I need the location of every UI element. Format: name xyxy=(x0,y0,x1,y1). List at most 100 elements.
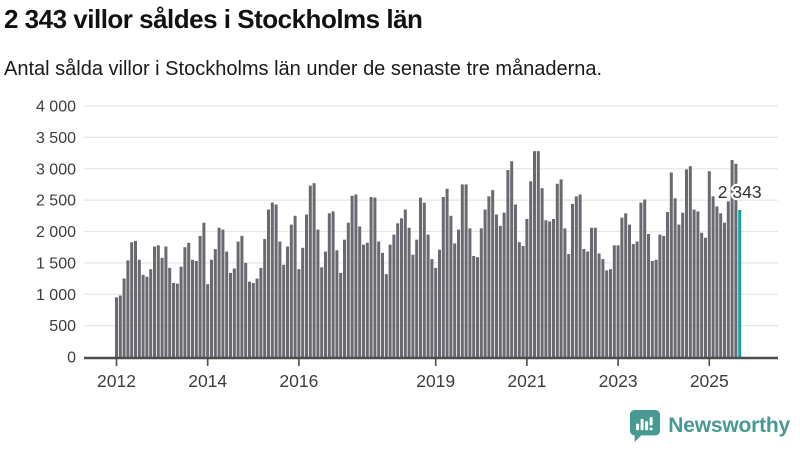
bar xyxy=(624,213,628,357)
bar xyxy=(217,227,221,357)
bar xyxy=(236,241,240,357)
bar xyxy=(597,253,601,357)
newsworthy-logo: Newsworthy xyxy=(629,409,790,442)
bar xyxy=(529,181,533,357)
bar xyxy=(506,170,510,357)
bar xyxy=(213,249,217,357)
bar xyxy=(118,295,122,357)
bar xyxy=(126,260,130,357)
bar xyxy=(396,223,400,357)
bar xyxy=(403,209,407,357)
bar xyxy=(673,198,677,357)
bar xyxy=(278,241,282,357)
bar xyxy=(362,244,365,357)
bar xyxy=(381,252,384,357)
bar xyxy=(407,227,411,357)
bar xyxy=(476,257,479,357)
bar xyxy=(495,214,498,357)
bar xyxy=(430,259,434,357)
bar xyxy=(464,184,468,357)
bar xyxy=(567,254,571,357)
bar xyxy=(289,224,293,357)
bar xyxy=(373,197,377,357)
bar xyxy=(685,169,688,357)
bar xyxy=(612,245,616,357)
bar xyxy=(365,242,369,357)
bar xyxy=(225,251,229,357)
bar xyxy=(149,269,153,357)
bar xyxy=(210,259,213,357)
bar xyxy=(297,269,301,357)
bar xyxy=(168,267,172,357)
x-axis-tick-label: 2019 xyxy=(416,371,455,391)
bar xyxy=(445,188,449,357)
bar xyxy=(726,201,730,357)
bar xyxy=(544,220,548,357)
bar xyxy=(609,269,612,357)
bar xyxy=(434,267,438,357)
bar xyxy=(346,222,350,357)
bar xyxy=(426,234,430,357)
bar xyxy=(631,244,635,357)
bar xyxy=(221,229,225,357)
bar xyxy=(578,194,582,357)
bar xyxy=(240,235,244,357)
bar xyxy=(411,254,415,357)
bar xyxy=(662,235,666,357)
bar xyxy=(251,282,255,357)
bar xyxy=(206,284,210,357)
newsworthy-bubble-chart-icon xyxy=(630,409,661,442)
bar xyxy=(354,194,358,357)
bar xyxy=(187,242,191,357)
bar xyxy=(582,249,586,357)
bar xyxy=(415,239,419,357)
bar xyxy=(571,203,574,357)
bar xyxy=(320,267,324,357)
bar xyxy=(331,211,335,357)
bar xyxy=(358,226,362,357)
bar xyxy=(460,184,464,357)
page-title: 2 343 villor såldes i Stockholms län xyxy=(4,4,423,34)
bar xyxy=(198,235,202,357)
bar xyxy=(263,239,267,357)
bar xyxy=(145,276,149,357)
bar xyxy=(715,206,719,357)
bar xyxy=(153,246,156,357)
bar xyxy=(491,190,495,357)
bar xyxy=(270,202,274,357)
bar xyxy=(650,260,654,357)
bar xyxy=(350,195,354,357)
bar xyxy=(202,222,206,357)
bar xyxy=(666,212,669,357)
bar xyxy=(616,245,620,357)
y-axis-tick-label: 3 500 xyxy=(36,130,76,147)
bar xyxy=(498,225,502,357)
bar xyxy=(183,247,187,357)
bar xyxy=(244,262,248,357)
bar xyxy=(377,241,381,357)
bar xyxy=(525,218,529,357)
brand-name: Newsworthy xyxy=(668,413,790,437)
x-axis-tick-label: 2023 xyxy=(599,371,638,391)
bar xyxy=(438,249,441,357)
bar xyxy=(137,259,141,357)
bar xyxy=(141,274,145,357)
bar xyxy=(248,281,251,357)
x-axis-tick-label: 2016 xyxy=(279,371,318,391)
bar xyxy=(305,214,308,357)
bar xyxy=(179,266,183,357)
bar xyxy=(479,228,483,357)
y-axis-tick-label: 3 000 xyxy=(36,161,76,178)
x-axis-tick-label: 2014 xyxy=(188,371,227,391)
y-axis-tick-label: 4 000 xyxy=(36,99,76,116)
bar xyxy=(392,234,396,357)
bar xyxy=(536,151,540,357)
bar xyxy=(510,161,514,357)
bar xyxy=(548,221,552,357)
y-axis-tick-label: 1 000 xyxy=(36,287,76,304)
bar xyxy=(122,278,126,357)
bar xyxy=(472,255,476,357)
bar xyxy=(723,222,726,357)
bar xyxy=(468,228,472,357)
bar xyxy=(658,234,662,357)
